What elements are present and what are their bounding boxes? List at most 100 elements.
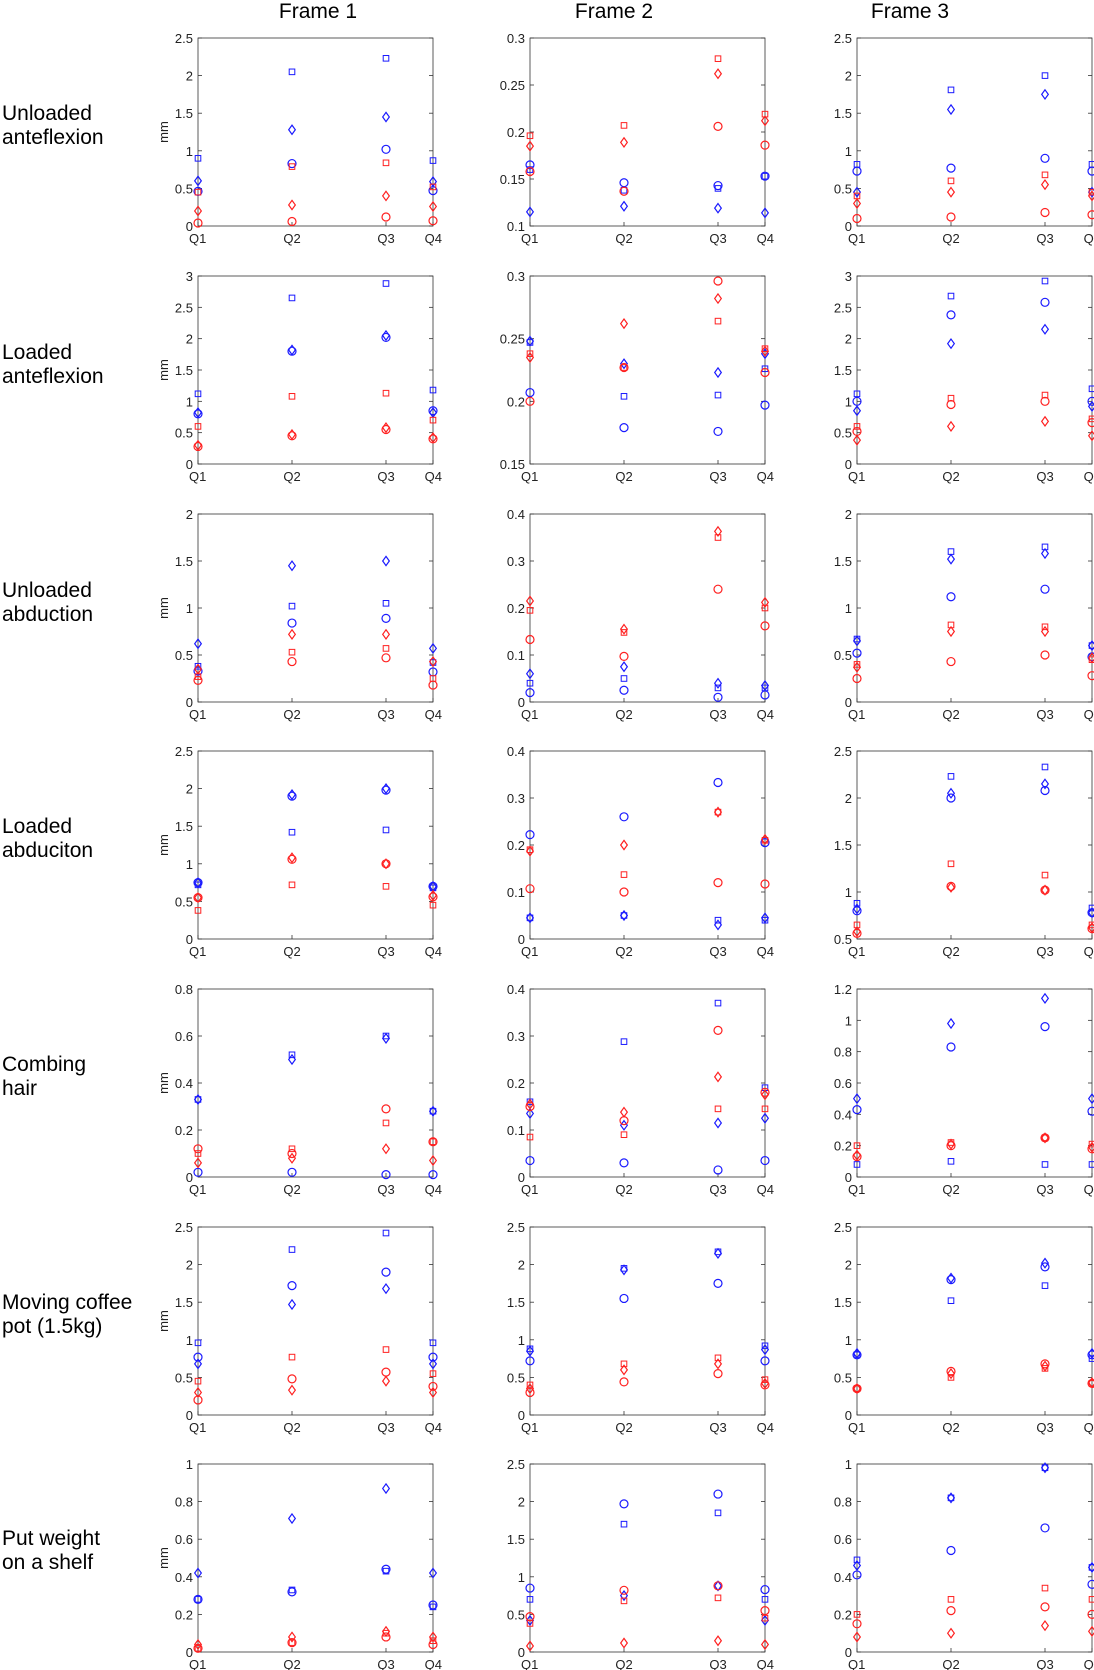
red-diamond-point bbox=[381, 1625, 391, 1637]
axes-box bbox=[197, 1463, 434, 1653]
y-tick-label: 0.4 bbox=[507, 507, 525, 522]
red-circle-point bbox=[287, 854, 297, 864]
panel-r3-c2: 0 0.1 0.2 0.3 0.4 Q1 Q2 Q3 Q4 bbox=[507, 507, 774, 722]
blue-circle-point bbox=[713, 692, 723, 702]
y-tick-label: 0 bbox=[518, 932, 525, 947]
red-circle-point bbox=[193, 675, 203, 685]
y-tick-label: 0.2 bbox=[507, 125, 525, 140]
x-tick-label: Q3 bbox=[709, 707, 726, 722]
y-tick-label: 0.5 bbox=[507, 1607, 525, 1622]
blue-square-point bbox=[429, 157, 437, 164]
y-tick-label: 2.5 bbox=[175, 1220, 193, 1235]
red-diamond-point bbox=[946, 881, 956, 893]
blue-square-point bbox=[194, 1596, 202, 1603]
x-tick-label: Q4 bbox=[757, 1657, 774, 1670]
blue-circle-point bbox=[852, 1350, 862, 1360]
x-tick-label: Q1 bbox=[521, 1420, 538, 1435]
blue-circle-point bbox=[1040, 785, 1050, 796]
blue-square-point bbox=[853, 899, 861, 907]
x-tick-label: Q3 bbox=[377, 1420, 394, 1435]
red-diamond-point bbox=[760, 345, 770, 357]
red-diamond-point bbox=[946, 1627, 956, 1639]
y-tick-label: 1 bbox=[186, 601, 193, 616]
blue-diamond-point bbox=[760, 1343, 770, 1356]
blue-diamond-point bbox=[619, 909, 629, 922]
red-square-point bbox=[288, 393, 296, 400]
axes-box bbox=[197, 988, 434, 1178]
blue-circle-point bbox=[1040, 153, 1050, 163]
red-diamond-point bbox=[1040, 415, 1050, 428]
y-tick-label: 2 bbox=[518, 1258, 525, 1273]
y-tick-label: 0.25 bbox=[500, 332, 525, 347]
red-circle-point bbox=[381, 1367, 391, 1377]
red-diamond-point bbox=[1087, 652, 1094, 664]
blue-diamond-point bbox=[852, 405, 862, 417]
y-tick-label: 1 bbox=[845, 601, 852, 616]
red-diamond-point bbox=[1087, 430, 1094, 442]
blue-square-point bbox=[288, 294, 296, 302]
y-tick-label: 0.2 bbox=[507, 394, 525, 409]
red-diamond-point bbox=[525, 351, 535, 364]
blue-square-point bbox=[761, 172, 769, 180]
red-diamond-point bbox=[619, 623, 629, 635]
x-tick-label: Q3 bbox=[1036, 1182, 1053, 1197]
red-diamond-point bbox=[619, 317, 629, 330]
blue-circle-point bbox=[713, 426, 723, 437]
blue-square-point bbox=[194, 1339, 202, 1347]
blue-circle-point bbox=[525, 1155, 535, 1166]
red-diamond-point bbox=[428, 1631, 438, 1643]
blue-diamond-point bbox=[1087, 186, 1094, 198]
red-circle-point bbox=[428, 892, 438, 902]
blue-square-point bbox=[620, 675, 628, 682]
axes-box bbox=[856, 513, 1093, 703]
x-tick-label: Q4 bbox=[425, 1182, 442, 1197]
x-tick-label: Q2 bbox=[283, 469, 300, 484]
red-diamond-point bbox=[619, 1106, 629, 1118]
red-circle-point bbox=[287, 1374, 297, 1384]
x-tick-label: Q1 bbox=[521, 231, 538, 246]
row-label-loaded-anteflexion: Loaded anteflexion bbox=[2, 341, 104, 388]
y-tick-label: 1 bbox=[845, 1333, 852, 1348]
red-square-point bbox=[947, 1374, 955, 1381]
red-circle-point bbox=[619, 887, 629, 897]
y-tick-label: 1.5 bbox=[175, 554, 193, 569]
blue-circle-point bbox=[619, 1499, 629, 1509]
red-square-point bbox=[194, 1644, 202, 1652]
red-circle-point bbox=[381, 859, 391, 869]
y-tick-label: 2.5 bbox=[507, 1220, 525, 1235]
x-tick-label: Q3 bbox=[377, 1657, 394, 1670]
red-circle-point bbox=[1087, 1378, 1094, 1389]
red-diamond-point bbox=[428, 200, 438, 213]
blue-diamond-point bbox=[287, 1053, 297, 1066]
red-diamond-point bbox=[946, 186, 956, 198]
red-circle-point bbox=[852, 1384, 862, 1394]
y-tick-label: 1 bbox=[186, 394, 193, 409]
blue-circle-point bbox=[946, 1545, 956, 1556]
x-tick-label: Q3 bbox=[709, 944, 726, 959]
red-circle-point bbox=[525, 634, 535, 645]
blue-diamond-point bbox=[852, 186, 862, 198]
red-circle-point bbox=[193, 1643, 203, 1653]
blue-circle-point bbox=[381, 613, 391, 623]
blue-circle-point bbox=[946, 310, 956, 320]
blue-square-point bbox=[526, 679, 534, 687]
red-diamond-point bbox=[713, 68, 723, 80]
red-circle-point bbox=[428, 680, 438, 690]
y-tick-label: 2.5 bbox=[175, 744, 193, 759]
blue-circle-point bbox=[525, 687, 535, 698]
red-square-point bbox=[620, 1360, 628, 1368]
red-diamond-point bbox=[287, 852, 297, 864]
red-square-point bbox=[526, 607, 534, 614]
red-square-point bbox=[714, 534, 722, 541]
red-circle-point bbox=[852, 426, 862, 437]
blue-diamond-point bbox=[193, 876, 203, 889]
red-diamond-point bbox=[428, 1386, 438, 1399]
blue-circle-point bbox=[287, 346, 297, 356]
y-tick-label: 0.2 bbox=[175, 1607, 193, 1622]
red-circle-point bbox=[381, 1104, 391, 1114]
y-tick-label: 0.6 bbox=[175, 1532, 193, 1547]
blue-diamond-point bbox=[713, 202, 723, 214]
x-tick-label: Q4 bbox=[1084, 707, 1094, 722]
axes-box bbox=[197, 1226, 434, 1416]
red-square-point bbox=[1041, 871, 1049, 879]
